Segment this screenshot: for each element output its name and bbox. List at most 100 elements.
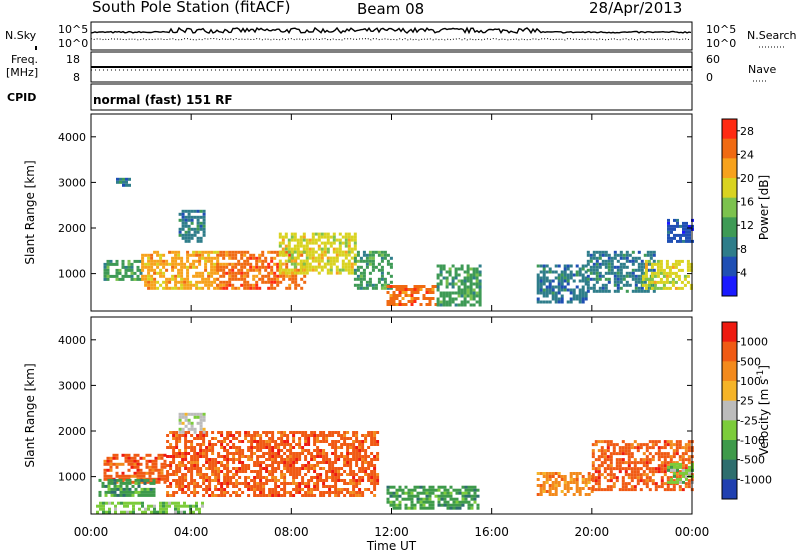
power-echo-cell <box>153 271 157 275</box>
velocity-echo-cell <box>349 446 353 449</box>
power-echo-cell <box>616 283 620 287</box>
power-echo-cell <box>207 271 211 275</box>
power-echo-cell <box>141 253 145 257</box>
power-echo-cell <box>199 236 203 240</box>
power-echo-cell <box>610 268 614 272</box>
velocity-echo-cell <box>355 431 359 434</box>
velocity-echo-cell <box>594 458 598 462</box>
velocity-echo-cell <box>670 462 673 466</box>
velocity-echo-cell <box>346 473 350 476</box>
power-echo-cell <box>581 267 585 271</box>
power-echo-cell <box>451 264 455 268</box>
power-echo-cell <box>320 241 324 245</box>
velocity-echo-cell <box>118 474 122 478</box>
power-echo-cell <box>186 250 190 254</box>
velocity-echo-cell <box>235 470 239 473</box>
velocity-echo-cell <box>295 491 299 494</box>
velocity-echo-cell <box>316 449 320 452</box>
velocity-echo-cell <box>612 446 616 450</box>
power-echo-cell <box>320 232 324 236</box>
velocity-echo-cell <box>551 487 555 490</box>
power-echo-cell <box>386 271 390 275</box>
power-echo-cell <box>595 280 599 284</box>
power-echo-cell <box>347 268 351 272</box>
velocity-echo-cell <box>149 493 153 497</box>
power-echo-cell <box>551 297 555 301</box>
power-echo-cell <box>410 303 414 306</box>
velocity-echo-cell <box>184 415 188 419</box>
velocity-echo-cell <box>113 490 117 494</box>
velocity-echo-cell <box>241 461 245 464</box>
velocity-echo-cell <box>256 464 260 467</box>
velocity-echo-cell <box>110 493 114 497</box>
velocity-echo-cell <box>304 443 308 446</box>
velocity-echo-cell <box>157 471 161 475</box>
velocity-echo-cell <box>642 461 646 465</box>
velocity-echo-cell <box>140 493 144 497</box>
velocity-echo-cell <box>413 503 417 507</box>
velocity-echo-cell <box>247 482 251 485</box>
velocity-echo-cell <box>422 497 426 501</box>
velocity-echo-cell <box>199 418 203 422</box>
velocity-echo-cell <box>600 473 604 477</box>
power-echo-cell <box>237 286 241 290</box>
power-echo-cell <box>344 232 348 236</box>
power-echo-cell <box>404 288 408 291</box>
velocity-echo-cell <box>322 437 326 440</box>
velocity-echo-cell <box>612 467 616 471</box>
velocity-echo-cell <box>280 434 284 437</box>
velocity-echo-cell <box>289 443 293 446</box>
power-echo-cell <box>586 277 590 281</box>
velocity-echo-cell <box>262 476 266 479</box>
power-echo-cell <box>187 209 191 213</box>
velocity-echo-cell <box>220 494 224 497</box>
power-echo-cell <box>539 276 543 280</box>
power-echo-cell <box>619 253 623 257</box>
power-echo-cell <box>566 300 570 304</box>
power-echo-cell <box>159 274 163 278</box>
velocity-echo-cell <box>349 452 353 455</box>
velocity-echo-cell <box>352 491 356 494</box>
power-echo-cell <box>302 232 306 236</box>
power-echo-cell <box>234 250 238 254</box>
power-echo-cell <box>165 259 169 263</box>
velocity-echo-cell <box>184 418 188 422</box>
power-echo-cell <box>598 277 602 281</box>
velocity-echo-cell <box>322 452 326 455</box>
velocity-echo-cell <box>310 434 314 437</box>
power-echo-cell <box>478 300 482 304</box>
velocity-echo-cell <box>128 481 132 485</box>
velocity-echo-cell <box>633 476 637 480</box>
power-echo-cell <box>121 259 125 263</box>
power-echo-cell <box>252 274 256 278</box>
power-echo-cell <box>305 256 309 260</box>
velocity-echo-cell <box>310 491 314 494</box>
velocity-echo-cell <box>253 446 257 449</box>
power-echo-cell <box>374 265 378 269</box>
velocity-echo-cell <box>202 494 206 497</box>
velocity-echo-cell <box>274 458 278 461</box>
velocity-echo-cell <box>154 465 158 469</box>
power-echo-cell <box>613 253 617 257</box>
velocity-echo-cell <box>174 507 177 511</box>
velocity-echo-cell <box>226 437 230 440</box>
velocity-echo-cell <box>286 443 290 446</box>
velocity-echo-cell <box>343 479 347 482</box>
power-echo-cell <box>141 268 145 272</box>
velocity-echo-cell <box>376 452 380 455</box>
power-echo-cell <box>302 265 306 269</box>
velocity-echo-cell <box>193 467 197 470</box>
power-echo-cell <box>159 262 163 266</box>
power-echo-cell <box>581 291 585 295</box>
velocity-echo-cell <box>331 491 335 494</box>
power-echo-cell <box>677 277 681 281</box>
velocity-echo-cell <box>140 487 144 491</box>
velocity-echo-cell <box>621 476 625 480</box>
velocity-echo-cell <box>627 449 631 453</box>
power-echo-cell <box>439 291 443 295</box>
power-echo-cell <box>261 280 265 284</box>
power-echo-cell <box>392 291 396 294</box>
velocity-echo-cell <box>591 467 595 471</box>
velocity-echo-cell <box>184 485 188 488</box>
power-echo-cell <box>326 259 330 263</box>
